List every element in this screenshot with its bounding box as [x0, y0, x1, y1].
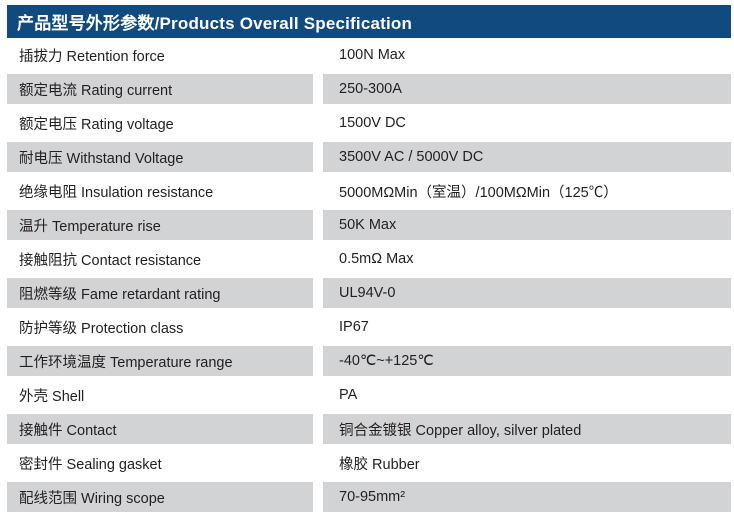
spec-parameter-label: 绝缘电阻 Insulation resistance — [19, 184, 214, 201]
column-gap — [313, 140, 323, 174]
column-gap — [313, 344, 323, 378]
column-gap — [313, 72, 323, 106]
spec-parameter-value: 100N Max — [339, 47, 406, 63]
spec-parameter-value: -40℃~+125℃ — [323, 344, 731, 378]
table-row: 绝缘电阻 Insulation resistance 5000MΩMin（室温）… — [7, 174, 731, 208]
table-row: 工作环境温度 Temperature range -40℃~+125℃ — [7, 344, 731, 378]
spec-parameter-value: 0.5mΩ Max — [339, 251, 414, 267]
table-row: 耐电压 Withstand Voltage 3500V AC / 5000V D… — [7, 140, 731, 174]
table-row: 配线范围 Wiring scope 70-95mm² — [7, 480, 731, 514]
spec-parameter-value: 70-95mm² — [323, 480, 731, 514]
spec-parameter-label: 接触阻抗 Contact resistance — [19, 252, 202, 269]
column-gap — [313, 174, 323, 208]
column-gap — [313, 412, 323, 446]
column-gap — [313, 480, 323, 514]
table-row: 接触阻抗 Contact resistance 0.5mΩ Max — [7, 242, 731, 276]
table-row: 阻燃等级 Fame retardant rating UL94V-0 — [7, 276, 731, 310]
spec-parameter-value: PA — [339, 387, 358, 403]
spec-parameter-label: 耐电压 Withstand Voltage — [7, 140, 313, 174]
spec-parameter-label: 温升 Temperature rise — [7, 208, 313, 242]
table-row: 接触件 Contact 铜合金镀银 Copper alloy, silver p… — [7, 412, 731, 446]
column-gap — [313, 208, 323, 242]
spec-parameter-value: 50K Max — [323, 208, 731, 242]
column-gap — [313, 446, 323, 480]
column-gap — [313, 378, 323, 412]
table-header-bar: 产品型号外形参数/Products Overall Specification — [7, 5, 731, 38]
spec-parameter-label: 额定电流 Rating current — [7, 72, 313, 106]
spec-parameter-value: 250-300A — [323, 72, 731, 106]
column-gap — [313, 38, 323, 72]
table-row: 外壳 Shell PA — [7, 378, 731, 412]
spec-parameter-value: UL94V-0 — [323, 276, 731, 310]
spec-parameter-value: 橡胶 Rubber — [339, 456, 420, 473]
column-gap — [313, 310, 323, 344]
spec-parameter-label: 工作环境温度 Temperature range — [7, 344, 313, 378]
spec-parameter-label: 插拔力 Retention force — [19, 48, 165, 65]
spec-parameter-label: 阻燃等级 Fame retardant rating — [7, 276, 313, 310]
spec-parameter-value: 5000MΩMin（室温）/100MΩMin（125℃） — [339, 184, 618, 201]
spec-parameter-label: 防护等级 Protection class — [19, 320, 184, 337]
spec-parameter-value: IP67 — [339, 319, 369, 335]
table-row: 密封件 Sealing gasket 橡胶 Rubber — [7, 446, 731, 480]
spec-table: 插拔力 Retention force 100N Max 额定电流 Rating… — [7, 38, 731, 514]
table-row: 额定电压 Rating voltage 1500V DC — [7, 106, 731, 140]
table-title: 产品型号外形参数/Products Overall Specification — [17, 14, 413, 33]
spec-parameter-label: 接触件 Contact — [7, 412, 313, 446]
spec-parameter-value: 3500V AC / 5000V DC — [323, 140, 731, 174]
spec-sheet: 产品型号外形参数/Products Overall Specification … — [0, 5, 734, 518]
spec-parameter-label: 密封件 Sealing gasket — [19, 456, 162, 473]
spec-parameter-value: 铜合金镀银 Copper alloy, silver plated — [323, 412, 731, 446]
column-gap — [313, 276, 323, 310]
spec-parameter-label: 额定电压 Rating voltage — [19, 116, 174, 133]
table-row: 防护等级 Protection class IP67 — [7, 310, 731, 344]
spec-parameter-value: 1500V DC — [339, 115, 406, 131]
spec-parameter-label: 外壳 Shell — [19, 388, 85, 405]
column-gap — [313, 242, 323, 276]
table-row: 额定电流 Rating current 250-300A — [7, 72, 731, 106]
column-gap — [313, 106, 323, 140]
spec-parameter-label: 配线范围 Wiring scope — [7, 480, 313, 514]
table-row: 温升 Temperature rise 50K Max — [7, 208, 731, 242]
table-row: 插拔力 Retention force 100N Max — [7, 38, 731, 72]
